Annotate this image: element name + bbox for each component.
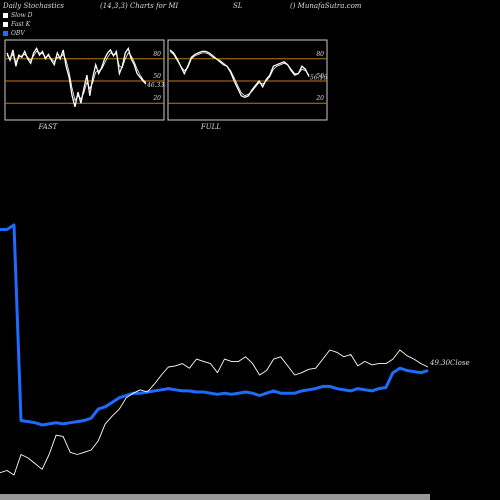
full-level-label-80: 80 <box>316 51 324 58</box>
legend-swatch-slow-d <box>3 13 8 18</box>
bottom-baseline-bar <box>0 494 430 500</box>
full-level-label-50: 50 <box>316 73 324 80</box>
fast-level-label-50: 50 <box>153 73 161 80</box>
full-series-2-line <box>169 51 310 97</box>
full-caption: FULL <box>200 123 221 131</box>
full-series-1-line <box>169 49 310 99</box>
obv-line <box>0 223 429 427</box>
legend-label-slow-d: Slow D <box>11 12 33 19</box>
chart-title: Daily Stochastics <box>3 2 65 10</box>
fast-panel-border <box>4 39 165 121</box>
fast-level-label-80: 80 <box>153 51 161 58</box>
full-level-label-20: 20 <box>315 95 324 102</box>
fast-last-value-label: 46.33 <box>146 82 164 89</box>
source-label: () MunafaSutra.com <box>290 2 362 10</box>
legend-swatch-obv <box>3 31 8 36</box>
fast-series-1-line <box>6 46 147 108</box>
price-line <box>0 349 429 476</box>
legend-obv: OBV <box>3 30 25 37</box>
fast-series-2-line <box>6 50 147 102</box>
legend-label-obv: OBV <box>11 30 25 37</box>
fast-caption: FAST <box>38 123 59 131</box>
ticker-label: SL <box>233 2 243 10</box>
close-value-label: 49.30Close <box>429 359 470 367</box>
fast-level-label-20: 20 <box>152 95 161 102</box>
full-panel-border <box>167 39 328 121</box>
legend-slow-d: Slow D <box>3 12 33 19</box>
full-last-value-label: 56.16 <box>310 75 327 82</box>
legend-fast-k: Fast K <box>3 21 30 28</box>
chart-params: (14,3,3) Charts for MI <box>100 2 179 10</box>
legend-swatch-fast-k <box>3 22 8 27</box>
legend-label-fast-k: Fast K <box>11 21 31 28</box>
